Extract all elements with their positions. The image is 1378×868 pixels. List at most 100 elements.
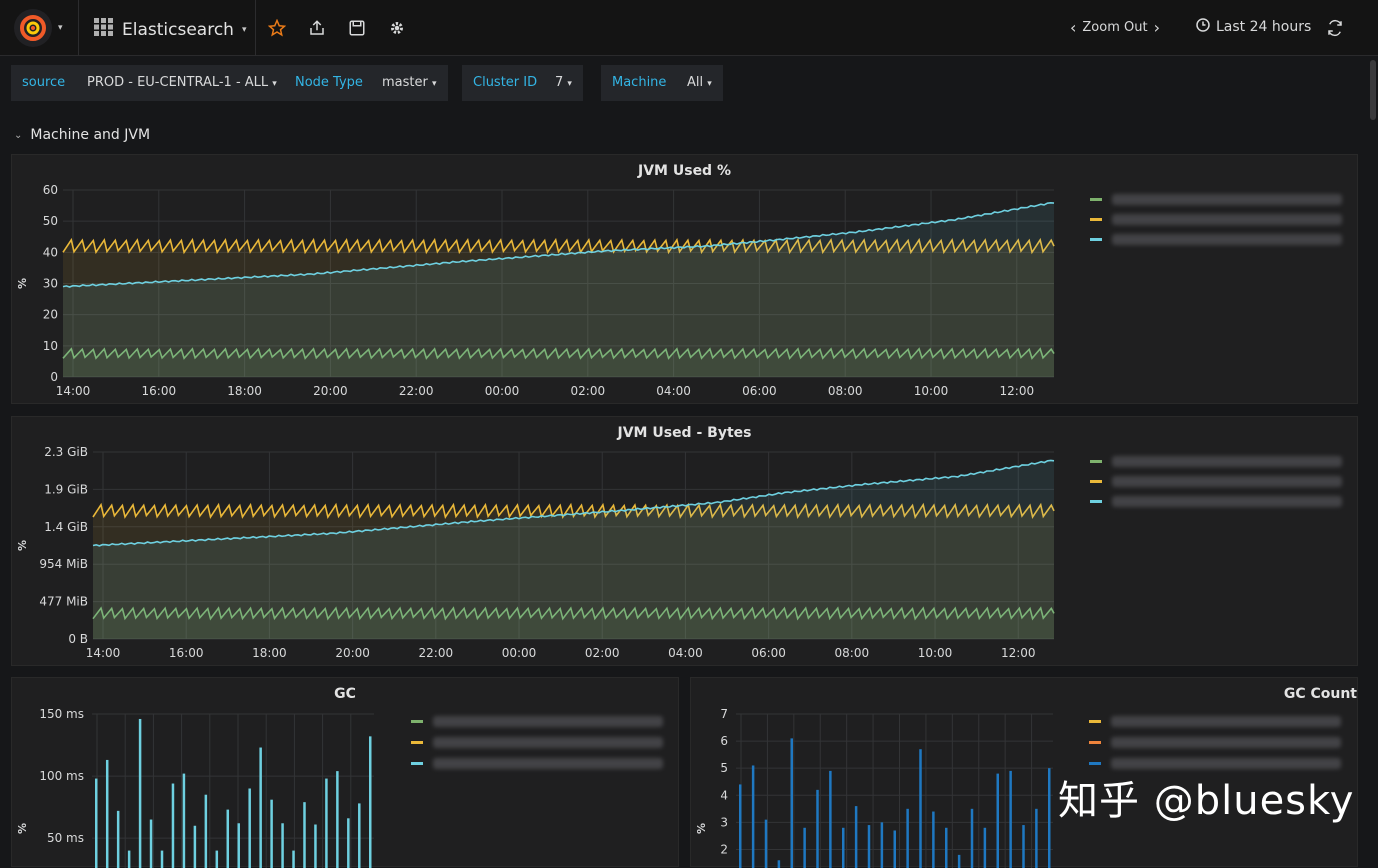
bar	[106, 760, 109, 868]
var-source-value: PROD - EU-CENTRAL-1 - ALL	[87, 75, 268, 90]
x-tick-label: 12:00	[1000, 384, 1035, 395]
x-tick-label: 04:00	[668, 646, 703, 657]
legend-item[interactable]	[1089, 737, 1341, 748]
bar	[906, 809, 909, 868]
y-axis-label: %	[695, 823, 708, 834]
top-navbar: ▾ Elasticsearch ▾ ‹ Zoom Out › Last 24 h…	[0, 0, 1378, 56]
x-tick-label: 02:00	[585, 646, 620, 657]
share-icon[interactable]	[307, 18, 327, 38]
legend-item[interactable]	[1090, 456, 1342, 467]
bar	[292, 851, 295, 868]
y-axis-label: %	[16, 540, 29, 551]
bar	[894, 830, 897, 868]
chevron-down-icon: ⌄	[14, 130, 22, 141]
legend-item[interactable]	[1090, 194, 1342, 205]
y-tick-label: 4	[720, 788, 728, 802]
x-tick-label: 06:00	[742, 384, 777, 395]
legend-item[interactable]	[411, 758, 663, 769]
x-tick-label: 10:00	[918, 646, 953, 657]
x-tick-label: 18:00	[252, 646, 287, 657]
bar	[868, 825, 871, 868]
zoom-out-control: ‹ Zoom Out ›	[1070, 18, 1160, 37]
time-range-picker[interactable]: Last 24 hours	[1196, 18, 1311, 36]
var-machine-select[interactable]: All ▾	[676, 65, 723, 101]
legend-item[interactable]	[1090, 234, 1342, 245]
legend-swatch	[1089, 720, 1101, 723]
x-tick-label: 08:00	[828, 384, 863, 395]
chevron-down-icon: ▾	[272, 79, 277, 89]
bar	[259, 748, 262, 868]
bar	[248, 789, 251, 868]
bar	[161, 851, 164, 868]
y-tick-label: 6	[720, 734, 728, 748]
y-tick-label: 0 B	[68, 632, 88, 646]
refresh-icon[interactable]	[1325, 18, 1345, 38]
bar	[1009, 771, 1012, 868]
chevron-right-icon[interactable]: ›	[1154, 18, 1160, 37]
legend-label-redacted	[1112, 214, 1342, 225]
bar	[765, 820, 768, 868]
x-tick-label: 06:00	[751, 646, 786, 657]
chevron-down-icon: ▾	[242, 25, 247, 35]
y-axis-label: %	[16, 823, 29, 834]
legend-item[interactable]	[411, 737, 663, 748]
x-tick-label: 20:00	[313, 384, 348, 395]
legend-swatch	[1090, 480, 1102, 483]
x-tick-label: 14:00	[56, 384, 91, 395]
legend-item[interactable]	[1090, 476, 1342, 487]
bar	[139, 719, 142, 868]
legend-label-redacted	[1112, 476, 1342, 487]
legend-item[interactable]	[1090, 214, 1342, 225]
bar	[281, 823, 284, 868]
row-toggle[interactable]: ⌄ Machine and JVM	[14, 127, 150, 143]
x-tick-label: 04:00	[656, 384, 691, 395]
bar	[1048, 768, 1051, 868]
bar	[919, 749, 922, 868]
y-tick-label: 1.4 GiB	[44, 520, 88, 534]
legend-swatch	[1090, 238, 1102, 241]
dashboard-title: Elasticsearch	[122, 20, 234, 40]
bar	[945, 828, 948, 868]
legend-swatch	[411, 741, 423, 744]
y-tick-label: 7	[720, 707, 728, 721]
var-cluster-id-label: Cluster ID	[462, 65, 548, 101]
var-cluster-id-select[interactable]: 7 ▾	[544, 65, 583, 101]
x-tick-label: 14:00	[86, 646, 121, 657]
chevron-left-icon[interactable]: ‹	[1070, 18, 1076, 37]
bar	[1035, 809, 1038, 868]
legend-item[interactable]	[411, 716, 663, 727]
star-icon[interactable]	[267, 18, 287, 38]
y-tick-label: 40	[43, 245, 58, 259]
bar	[183, 774, 186, 868]
legend-item[interactable]	[1089, 716, 1341, 727]
y-tick-label: 0	[50, 370, 58, 384]
legend-label-redacted	[433, 758, 663, 769]
dashboard-picker[interactable]: Elasticsearch ▾	[94, 18, 246, 41]
legend-item[interactable]	[1090, 496, 1342, 507]
legend-label-redacted	[1111, 737, 1341, 748]
save-icon[interactable]	[347, 18, 367, 38]
var-source-select[interactable]: PROD - EU-CENTRAL-1 - ALL ▾	[76, 65, 288, 101]
bar	[984, 828, 987, 868]
legend-swatch	[411, 720, 423, 723]
page-scrollbar[interactable]	[1370, 60, 1376, 120]
gear-icon[interactable]	[387, 18, 407, 38]
bar	[227, 810, 230, 868]
dashboard-grid-icon	[94, 18, 114, 41]
var-cluster-id-value: 7	[555, 75, 563, 90]
x-tick-label: 10:00	[914, 384, 949, 395]
y-tick-label: 60	[43, 183, 58, 197]
zoom-out-button[interactable]: Zoom Out	[1082, 20, 1147, 35]
chevron-down-icon[interactable]: ▾	[58, 23, 63, 33]
y-tick-label: 3	[720, 815, 728, 829]
grafana-logo-icon[interactable]	[14, 9, 52, 47]
x-tick-label: 20:00	[335, 646, 370, 657]
var-node-type-select[interactable]: master ▾	[371, 65, 448, 101]
